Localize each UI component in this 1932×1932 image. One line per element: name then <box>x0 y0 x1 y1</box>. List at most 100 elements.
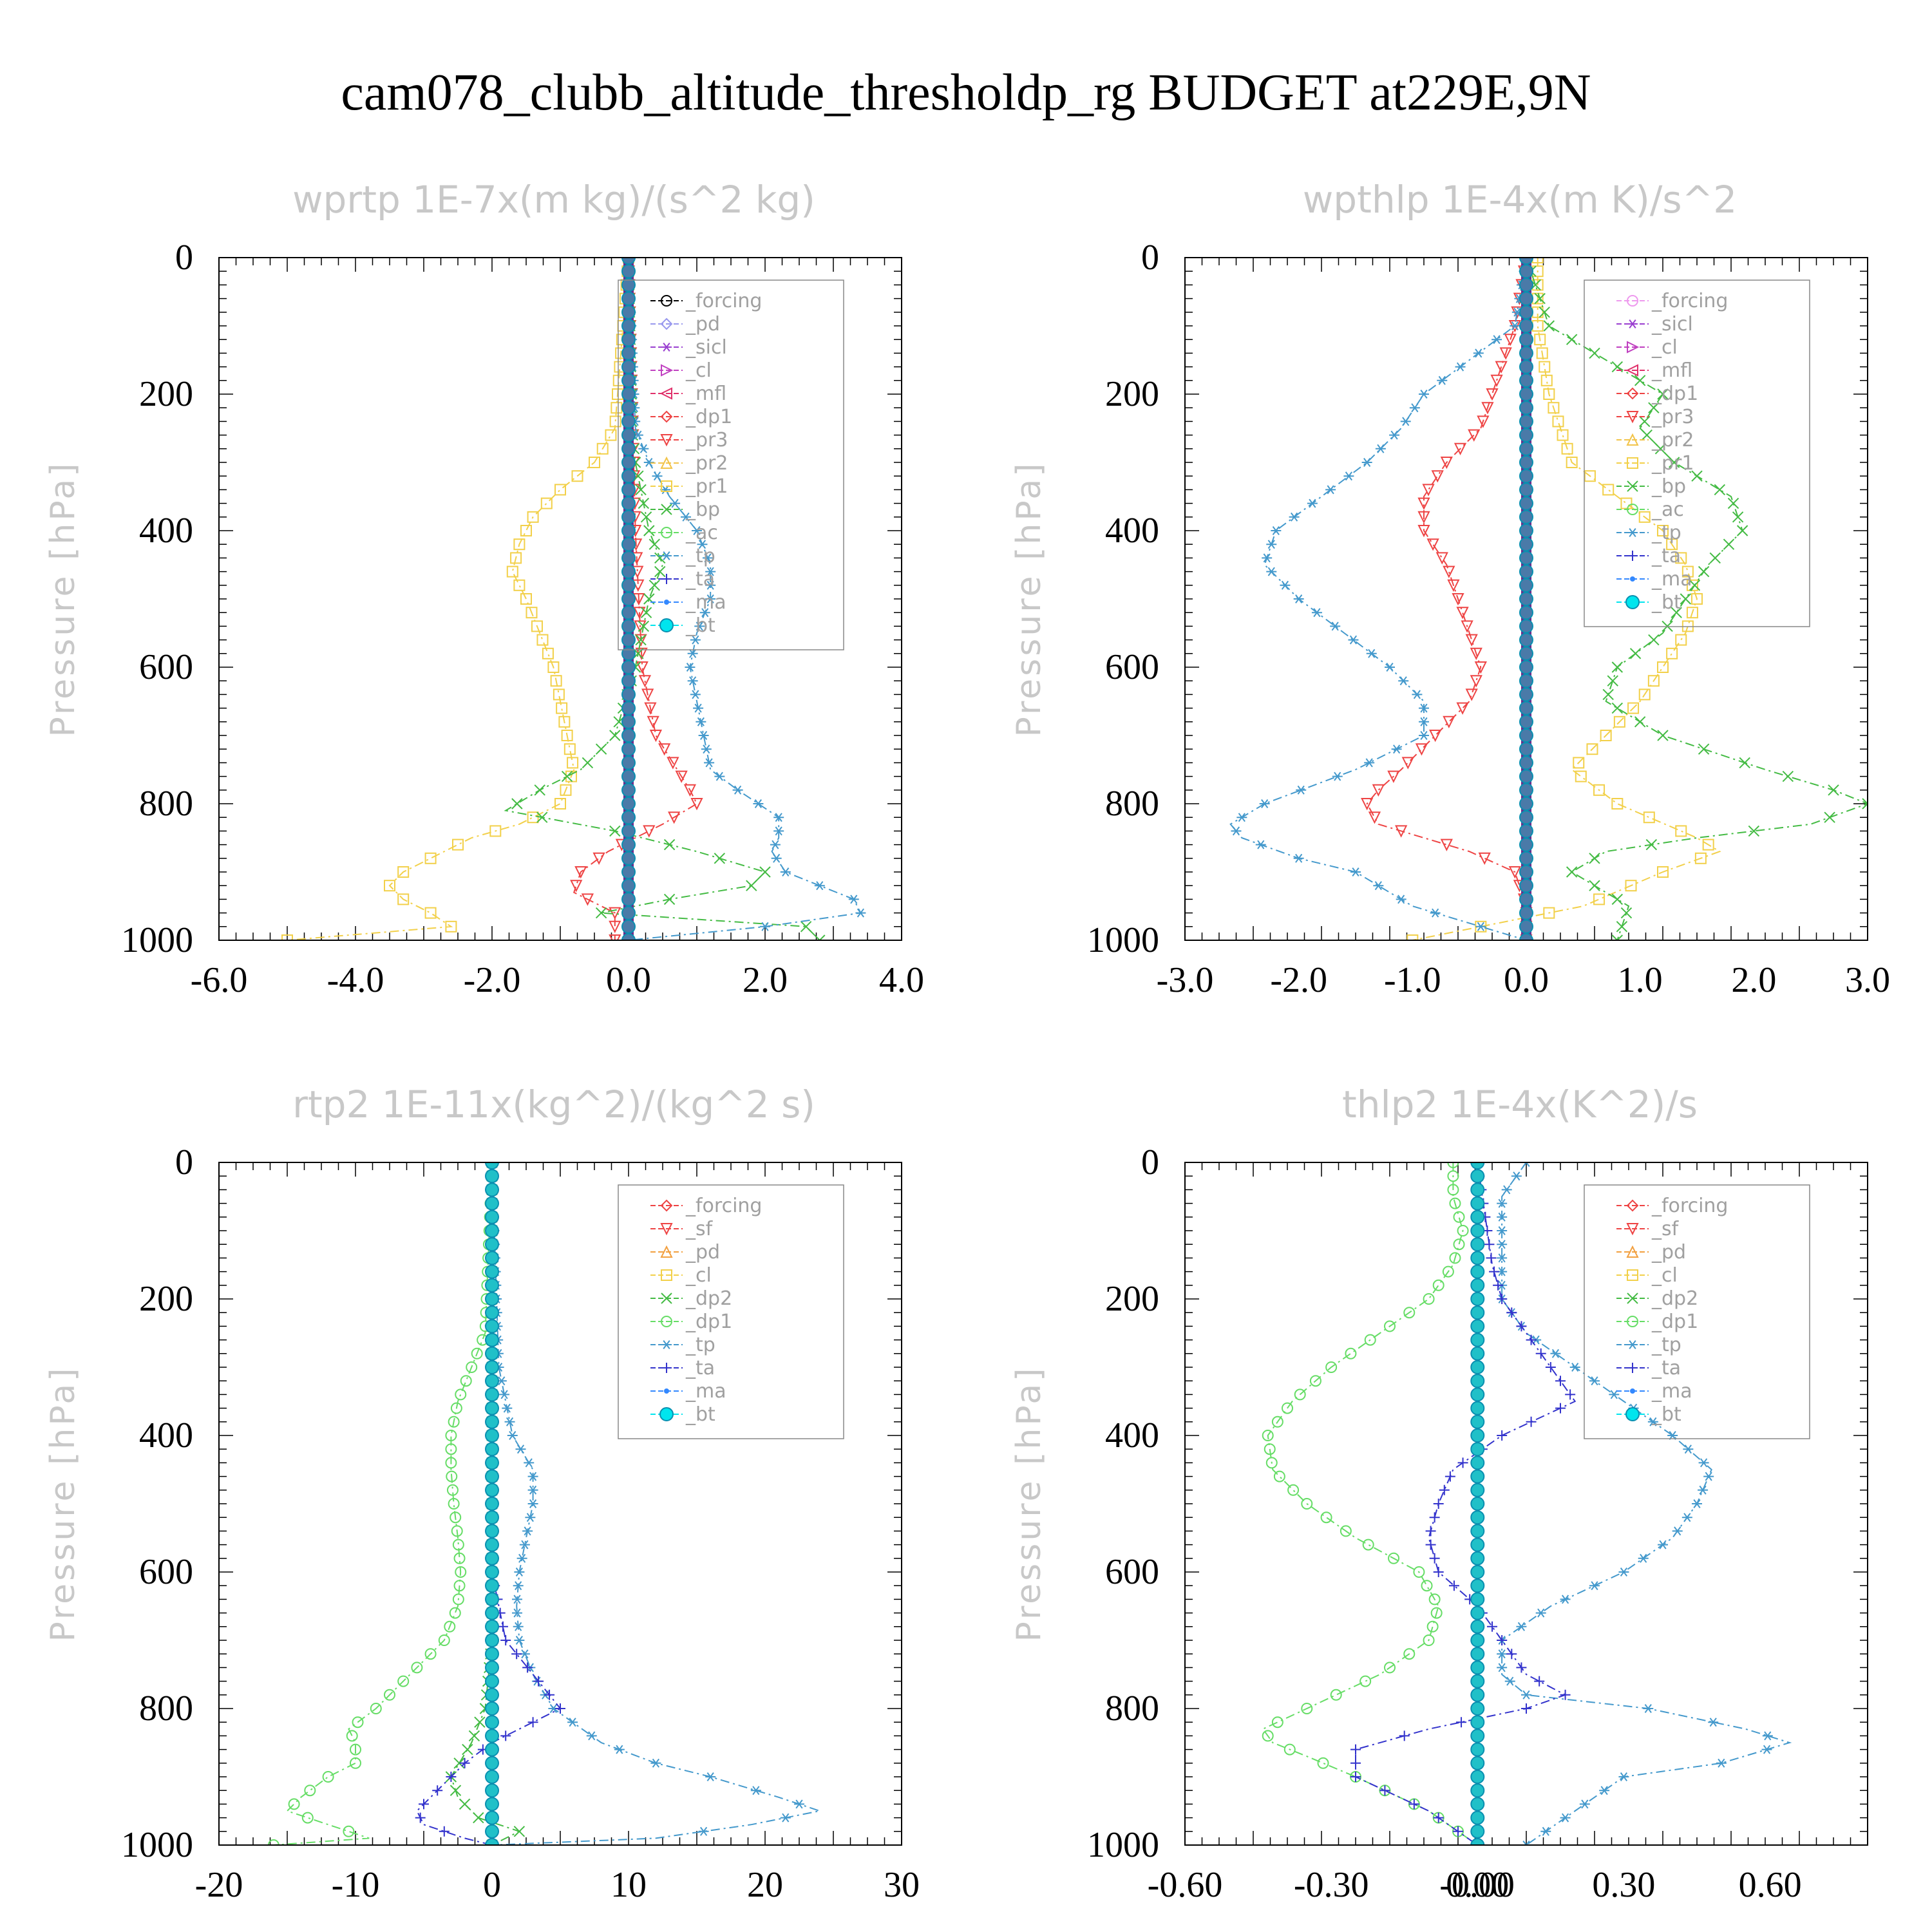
data-point_pr1 <box>1575 770 1587 782</box>
data-point_bt <box>1519 387 1533 401</box>
legend-label: _forcing <box>1651 1195 1728 1217</box>
data-point_tp <box>1716 1758 1727 1768</box>
data-point_dp1 <box>1320 1511 1332 1524</box>
data-point_bt <box>621 578 636 592</box>
data-point_bt <box>621 755 636 770</box>
data-point_tp <box>1307 498 1318 508</box>
data-point_bp <box>1709 552 1721 564</box>
data-point_bt <box>621 646 636 661</box>
data-point_pr1 <box>526 607 538 619</box>
data-point_ta <box>1453 1826 1463 1837</box>
x-tick-label: 0.60 <box>1739 1865 1802 1905</box>
data-point_tp <box>1419 717 1429 726</box>
data-point_dp1 <box>453 1580 466 1592</box>
data-point_pr1 <box>564 743 576 755</box>
data-point_tp <box>1419 703 1429 713</box>
data-point_dp2 <box>474 1716 486 1728</box>
data-point_ta <box>446 1772 457 1782</box>
data-point_pr1 <box>1584 470 1596 482</box>
data-point_bt <box>1470 1237 1485 1252</box>
data-point_pr1 <box>520 525 532 536</box>
data-point_tp <box>1683 1444 1694 1454</box>
data-point_pr3 <box>1368 811 1381 824</box>
data-point_bt <box>485 1305 499 1320</box>
data-point_dp1 <box>1453 1238 1465 1251</box>
data-point_bp <box>609 730 621 741</box>
data-point_dp1 <box>450 1402 462 1414</box>
legend-marker <box>1627 1340 1638 1349</box>
data-point_tp <box>1521 1162 1531 1167</box>
data-point_bt <box>1519 305 1533 319</box>
y-tick-label: 800 <box>1105 1689 1159 1728</box>
x-tick-label: 1.0 <box>1618 960 1663 1000</box>
data-point_tp <box>1658 1540 1668 1549</box>
legend-label: _cl <box>685 359 712 382</box>
data-point_dp2 <box>459 1798 471 1810</box>
legend-marker <box>660 434 673 447</box>
data-point_bt <box>1470 1537 1485 1552</box>
data-point_pr3 <box>1422 484 1435 497</box>
data-point_pr1 <box>510 552 522 564</box>
data-point_pr1 <box>506 565 518 578</box>
data-point_bt <box>485 1619 499 1634</box>
data-point_tp <box>1343 471 1354 481</box>
data-point_dp1 <box>301 1812 314 1824</box>
legend-marker <box>661 343 672 352</box>
data-point_ta <box>1433 1567 1444 1577</box>
data-point_pr1 <box>1557 429 1569 441</box>
legend-label: _pr3 <box>685 429 728 451</box>
data-point_tp <box>1497 1212 1508 1222</box>
data-point_dp1 <box>471 1347 483 1359</box>
data-point_bt <box>485 1647 499 1662</box>
data-point_bp <box>1648 634 1660 646</box>
legend-label: _tp <box>1651 522 1681 544</box>
legend-marker <box>1627 1316 1638 1327</box>
legend-box <box>1584 1184 1810 1439</box>
data-point_bp <box>638 620 650 632</box>
data-point_pr1 <box>1543 907 1555 919</box>
data-point_pr1 <box>1548 402 1560 414</box>
data-point_pr1 <box>1627 702 1640 714</box>
y-tick-label: 200 <box>139 1279 193 1319</box>
data-point_tp <box>714 772 725 781</box>
data-point_tp <box>1589 1376 1600 1386</box>
data-point_bt <box>621 496 636 511</box>
data-point_tp <box>1389 430 1400 440</box>
legend-label: _tp <box>685 545 715 567</box>
data-point_tp <box>698 731 709 740</box>
data-point_pr3 <box>609 920 621 934</box>
data-point_bt <box>1470 1346 1485 1361</box>
data-point_pr3 <box>1372 784 1385 797</box>
data-point_dp1 <box>460 1375 472 1387</box>
data-point_bt <box>1470 1756 1485 1770</box>
data-point_tp <box>1332 772 1343 781</box>
data-point_bt <box>485 1565 499 1579</box>
data-point_ta <box>511 1649 522 1660</box>
data-point_dp1 <box>1442 1265 1454 1278</box>
data-point_bt <box>1470 1278 1485 1293</box>
data-point_bt <box>1519 851 1533 866</box>
data-point_tp <box>499 1390 510 1399</box>
data-point_bt <box>485 1810 499 1825</box>
data-point_bt <box>1519 782 1533 797</box>
plot-frame <box>1184 1162 1868 1846</box>
data-point_pr3 <box>1470 647 1482 661</box>
data-point_bt <box>1519 592 1533 606</box>
data-point_bp <box>1657 730 1669 741</box>
data-point_tp <box>1473 348 1484 358</box>
data-point_bp <box>1589 347 1600 359</box>
data-point_tp <box>1579 1799 1590 1809</box>
data-point_pr3 <box>641 688 654 701</box>
data-point_tp <box>1521 1841 1531 1845</box>
panel-2: wpthlp 1E-4x(m K)/s^2 Pressure [hPa] -3.0 -… <box>1010 178 1890 1000</box>
data-point_pr3 <box>644 702 657 715</box>
data-point_dp1 <box>450 1511 462 1524</box>
data-point_tp <box>1366 649 1377 658</box>
data-point_dp1 <box>448 1416 460 1428</box>
data-point_pr3 <box>1415 743 1428 756</box>
data-point_tp <box>514 1636 525 1645</box>
data-point_bt <box>621 714 636 729</box>
data-point_dp2 <box>453 1757 465 1769</box>
data-point_dp1 <box>1447 1184 1459 1196</box>
plot-frame <box>218 257 902 941</box>
